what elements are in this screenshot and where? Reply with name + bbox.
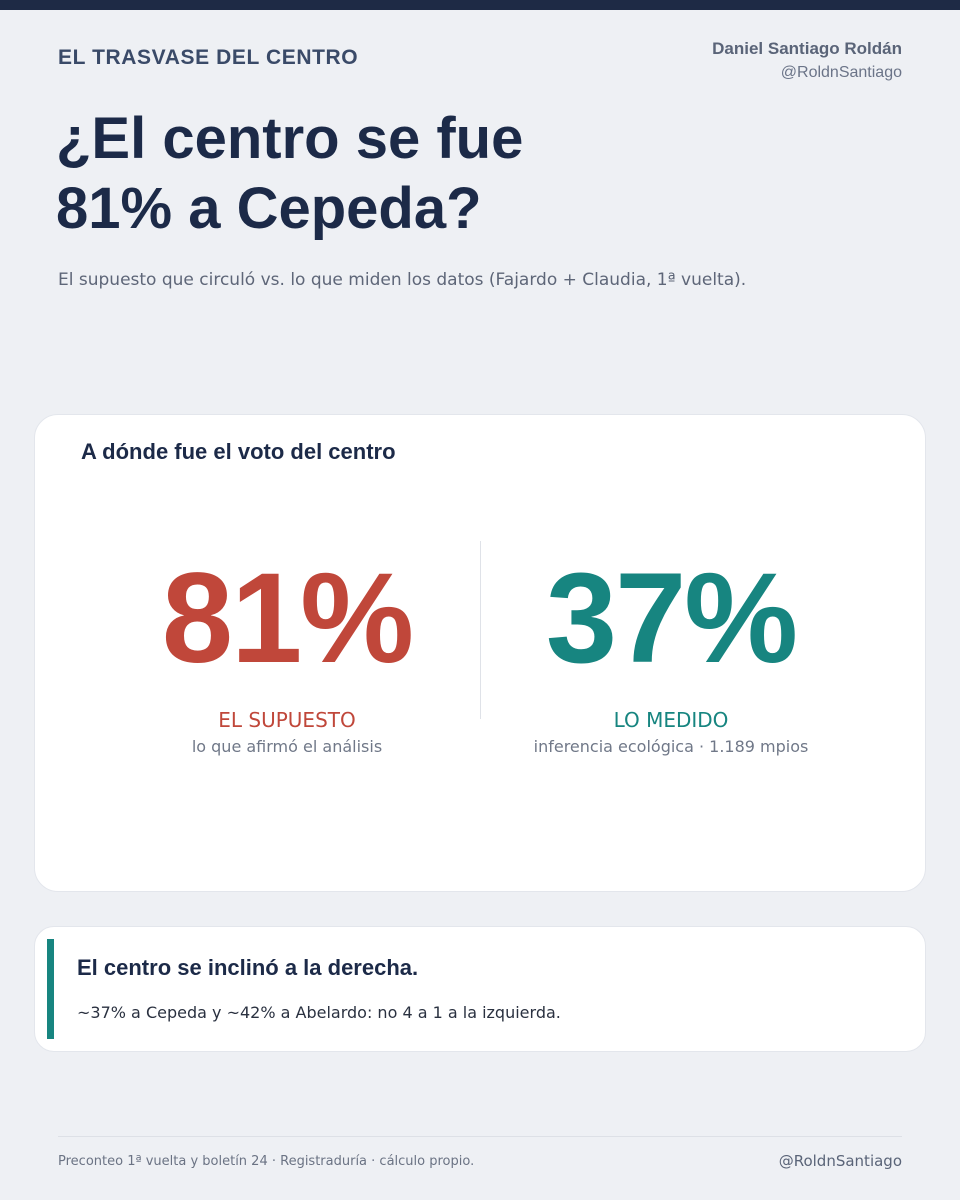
comparison-card: A dónde fue el voto del centro 81% EL SU… (34, 414, 926, 892)
stat-assumed: 81% EL SUPUESTO lo que afirmó el análisi… (87, 545, 487, 761)
author-handle: @RoldnSantiago (780, 64, 902, 81)
footer-source: Preconteo 1ª vuelta y boletín 24 · Regis… (58, 1154, 475, 1169)
conclusion-accent-bar (47, 939, 54, 1039)
page-title-line-2: 81% a Cepeda? (56, 176, 482, 241)
stat-assumed-value: 81% (161, 547, 414, 690)
stat-assumed-label: EL SUPUESTO (218, 708, 356, 732)
conclusion-card: El centro se inclinó a la derecha. ~37% … (34, 926, 926, 1052)
conclusion-title: El centro se inclinó a la derecha. (77, 955, 419, 980)
stat-assumed-caption: lo que afirmó el análisis (191, 737, 383, 756)
stat-divider (480, 541, 481, 719)
comparison-card-title: A dónde fue el voto del centro (81, 439, 396, 464)
page-title-line-1: ¿El centro se fue (56, 106, 524, 171)
stat-measured-caption: inferencia ecológica · 1.189 mpios (533, 737, 809, 756)
footer-divider (58, 1136, 902, 1137)
author-block: Daniel Santiago Roldán @RoldnSantiago (712, 38, 902, 86)
stat-measured: 37% LO MEDIDO inferencia ecológica · 1.1… (471, 545, 871, 761)
page-title: ¿El centro se fue 81% a Cepeda? (56, 104, 856, 244)
section-kicker: EL TRASVASE DEL CENTRO (58, 46, 359, 69)
footer-handle: @RoldnSantiago (778, 1152, 902, 1170)
stat-measured-value: 37% (545, 547, 798, 690)
author-name: Daniel Santiago Roldán (712, 39, 902, 58)
conclusion-text: ~37% a Cepeda y ~42% a Abelardo: no 4 a … (77, 1003, 561, 1022)
stat-measured-label: LO MEDIDO (613, 708, 729, 732)
top-bar (0, 0, 960, 10)
page-subtitle: El supuesto que circuló vs. lo que miden… (58, 270, 747, 290)
